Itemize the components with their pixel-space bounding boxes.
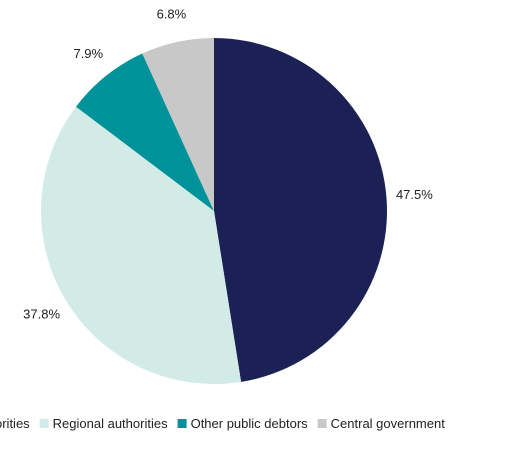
pie-slices <box>40 37 387 385</box>
legend-label: Other public debtors <box>191 416 309 431</box>
legend: Local authorities Regional authorities Oth… <box>0 416 445 431</box>
legend-swatch <box>317 419 327 428</box>
pie-slice-2 <box>75 53 214 211</box>
legend-label: Regional authorities <box>53 416 168 431</box>
slice-value-label: 47.5% <box>396 187 433 202</box>
legend-swatch <box>39 419 49 428</box>
legend-label: Central government <box>331 416 446 431</box>
slice-value-label: 6.8% <box>157 7 187 22</box>
pie-slice-0 <box>214 38 387 382</box>
slice-value-label: 7.9% <box>73 46 103 61</box>
pie-slice-1 <box>40 106 242 385</box>
legend-label: Local authorities <box>0 416 30 431</box>
pie-slice-3 <box>142 37 214 211</box>
pie-value-labels: 47.5% 37.8% 7.9% 6.8% <box>23 7 433 322</box>
legend-swatch <box>177 419 187 428</box>
slice-value-label: 37.8% <box>23 306 60 321</box>
